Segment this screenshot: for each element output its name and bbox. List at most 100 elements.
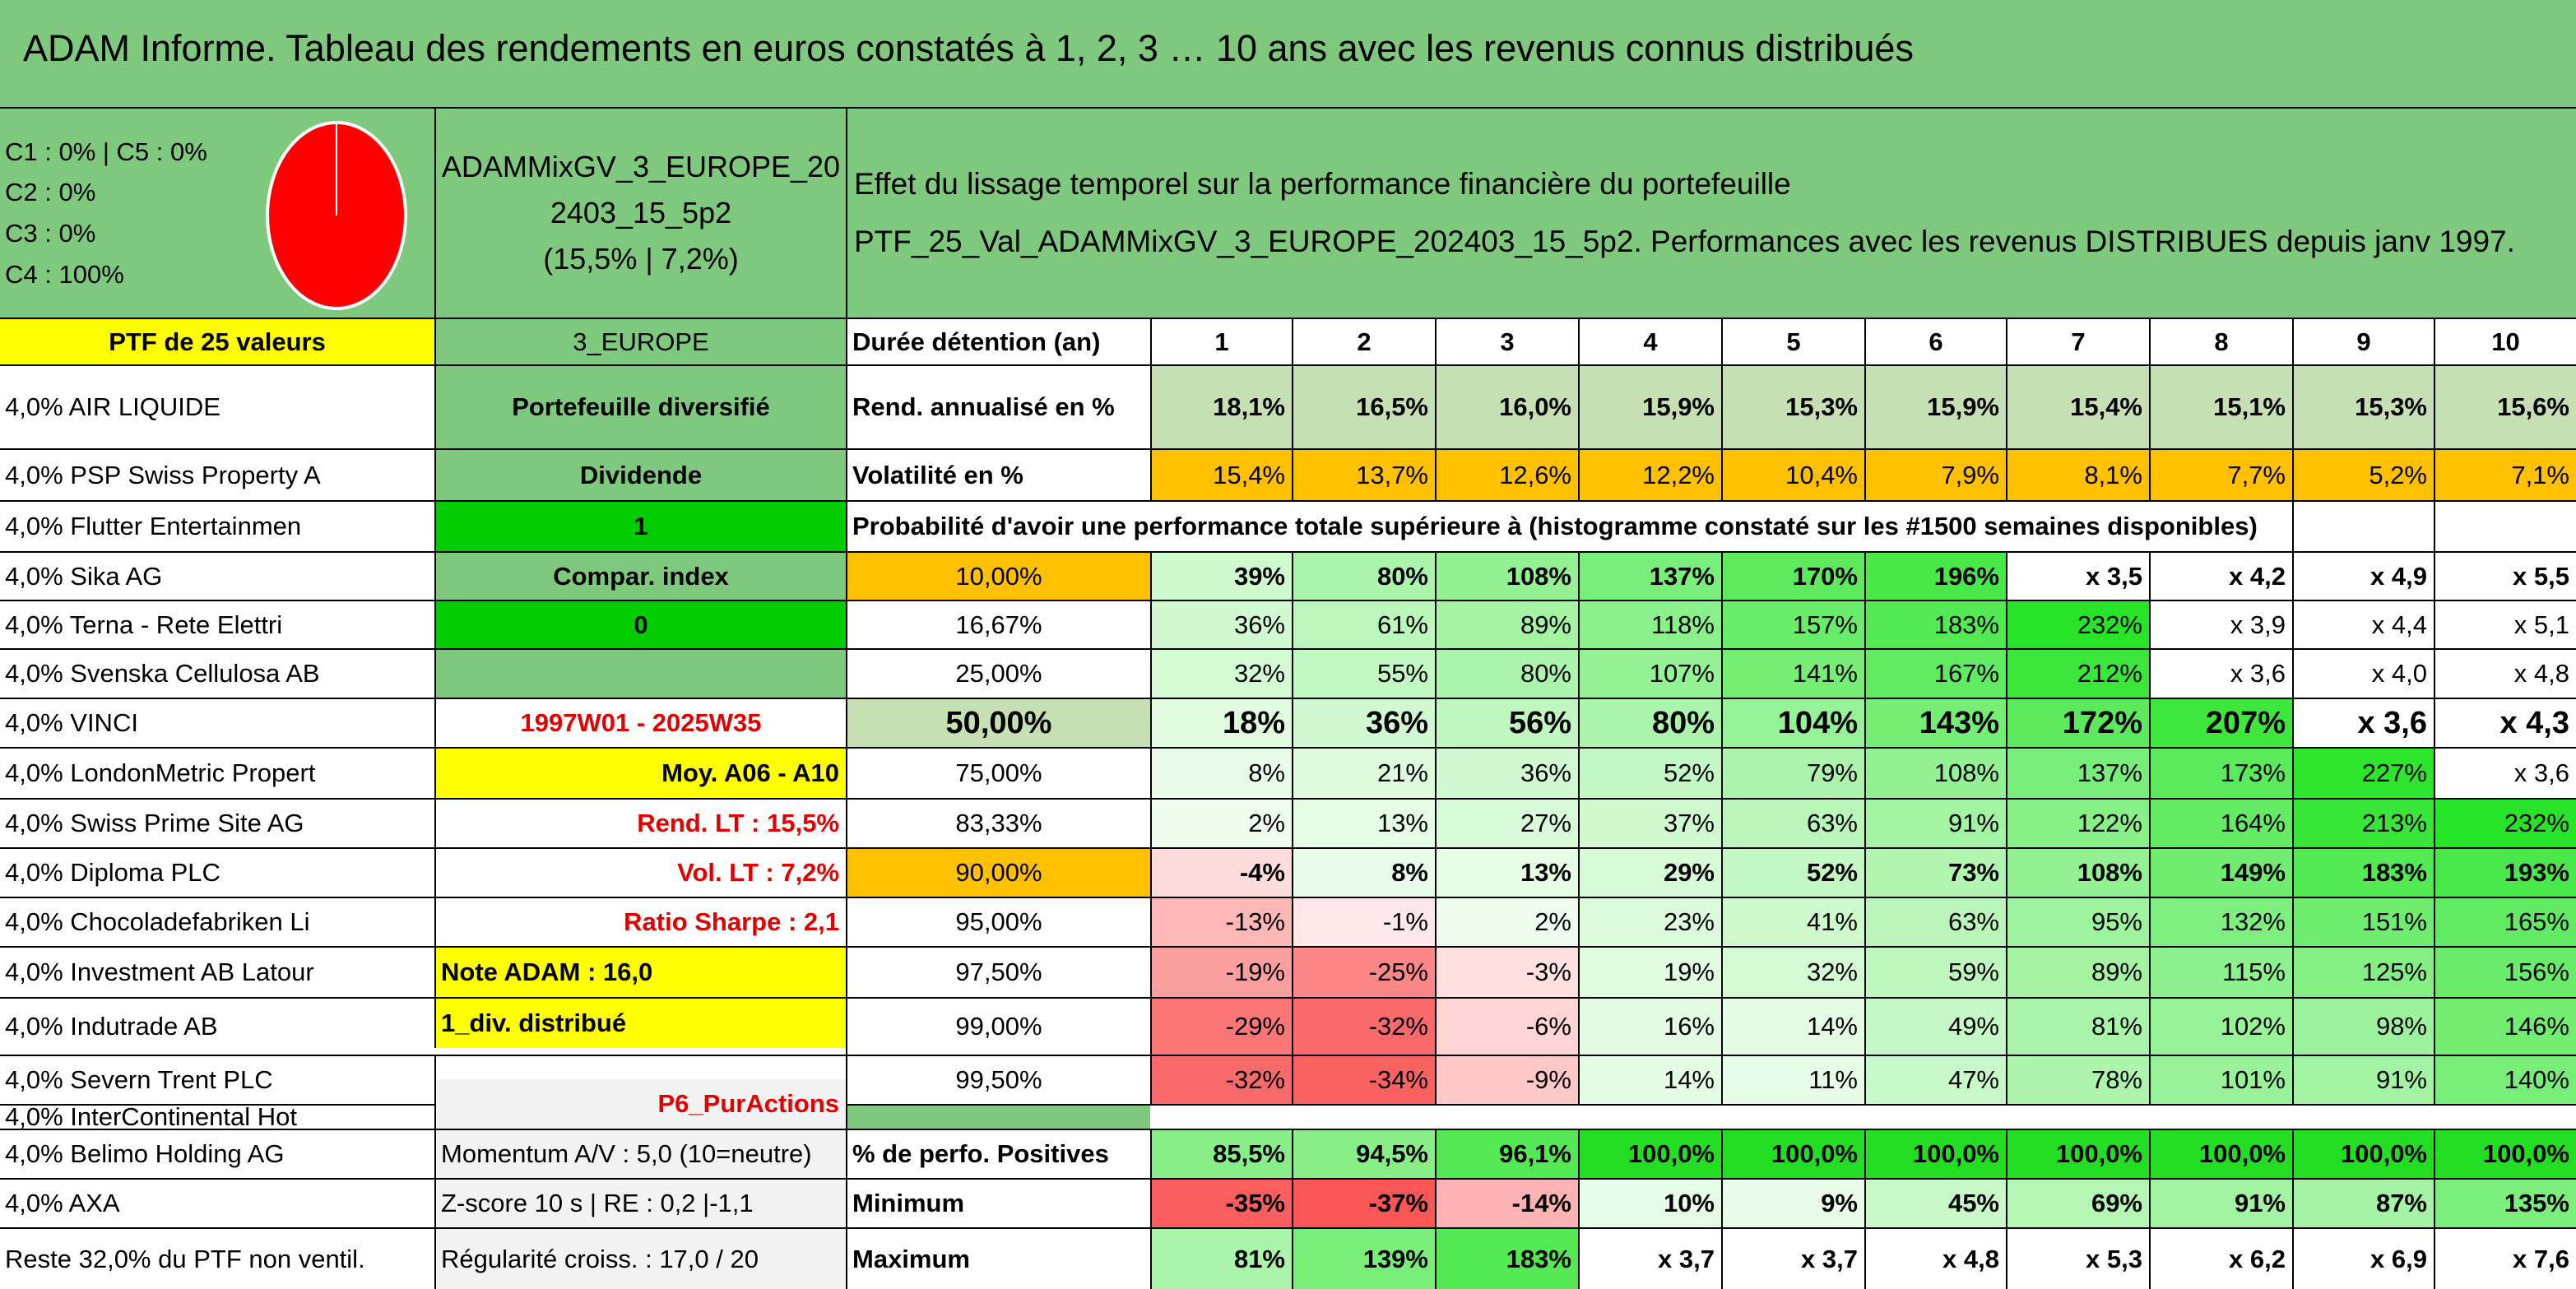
info-cell: 1_div. distribué [434, 997, 846, 1048]
vol-value: 15,4% [1150, 448, 1292, 500]
probability-value: 29% [1578, 847, 1721, 897]
probability-value: 2% [1435, 897, 1578, 946]
holding-row: 4,0% Indutrade AB [0, 997, 434, 1055]
rend-value: 15,3% [1721, 364, 1864, 448]
probability-value: x 4,3 [2434, 698, 2576, 747]
vol-label: Volatilité en % [846, 448, 1150, 500]
probability-value: 21% [1292, 747, 1435, 798]
rend-value: 15,4% [2006, 364, 2149, 448]
probability-value: -29% [1150, 997, 1292, 1055]
probability-value: x 4,8 [2434, 648, 2576, 698]
probability-value: 164% [2149, 798, 2292, 847]
vol-value: 13,7% [1292, 448, 1435, 500]
positives-value: 94,5% [1292, 1129, 1435, 1178]
probability-value: x 4,9 [2292, 551, 2434, 600]
probability-value: x 5,5 [2434, 551, 2576, 600]
year-header: 8 [2149, 318, 2292, 364]
maximum-value: 81% [1150, 1227, 1292, 1289]
blank-green-cell [846, 1104, 1150, 1129]
probability-value: 183% [2292, 847, 2434, 897]
probability-value: 137% [2006, 747, 2149, 798]
blank-cell [2292, 500, 2434, 551]
rend-label: Rend. annualisé en % [846, 364, 1150, 448]
rend-value: 16,5% [1292, 364, 1435, 448]
probability-value: 107% [1578, 648, 1721, 698]
year-header: 4 [1578, 318, 1721, 364]
probability-value: 89% [1435, 600, 1578, 648]
minimum-value: 91% [2149, 1178, 2292, 1227]
holding-row: 4,0% Chocoladefabriken Li [0, 897, 434, 946]
probability-value: 47% [1864, 1055, 2006, 1104]
probability-value: -19% [1150, 946, 1292, 997]
probability-value: 207% [2149, 698, 2292, 747]
probability-value: 213% [2292, 798, 2434, 847]
rend-value: 16,0% [1435, 364, 1578, 448]
probability-value: 122% [2006, 798, 2149, 847]
probability-value: 8% [1292, 847, 1435, 897]
probability-value: 32% [1721, 946, 1864, 997]
positives-value: 100,0% [2006, 1129, 2149, 1178]
positives-value: 100,0% [2292, 1129, 2434, 1178]
probability-value: 157% [1721, 600, 1864, 648]
positives-label: % de perfo. Positives [846, 1129, 1150, 1178]
probability-value: 108% [2006, 847, 2149, 897]
rend-value: 15,9% [1864, 364, 2006, 448]
info-cell: Rend. LT : 15,5% [434, 798, 846, 847]
year-header: 1 [1150, 318, 1292, 364]
probability-value: 132% [2149, 897, 2292, 946]
probability-value: x 4,0 [2292, 648, 2434, 698]
probability-value: x 4,4 [2292, 600, 2434, 648]
probability-value: 32% [1150, 648, 1292, 698]
minimum-value: 9% [1721, 1178, 1864, 1227]
probability-value: 104% [1721, 698, 1864, 747]
year-header: 9 [2292, 318, 2434, 364]
probability-value: 14% [1721, 997, 1864, 1055]
probability-value: 81% [2006, 997, 2149, 1055]
positives-value: 100,0% [1721, 1129, 1864, 1178]
probability-value: -1% [1292, 897, 1435, 946]
holding-row: 4,0% LondonMetric Propert [0, 747, 434, 798]
probability-value: 55% [1292, 648, 1435, 698]
vol-value: 10,4% [1721, 448, 1864, 500]
info-cell: Moy. A06 - A10 [434, 747, 846, 798]
minimum-value: -35% [1150, 1178, 1292, 1227]
probability-value: 172% [2006, 698, 2149, 747]
info-cell: 1997W01 - 2025W35 [434, 698, 846, 747]
probability-value: 149% [2149, 847, 2292, 897]
probability-threshold: 99,00% [846, 997, 1150, 1055]
probability-value: 39% [1150, 551, 1292, 600]
holding-row: 4,0% AXA [0, 1178, 434, 1227]
probability-value: 170% [1721, 551, 1864, 600]
probability-value: 14% [1578, 1055, 1721, 1104]
probability-value: 196% [1864, 551, 2006, 600]
minimum-value: 69% [2006, 1178, 2149, 1227]
ptf-label: PTF de 25 valeurs [0, 318, 434, 364]
maximum-label: Maximum [846, 1227, 1150, 1289]
minimum-value: 87% [2292, 1178, 2434, 1227]
probability-value: 95% [2006, 897, 2149, 946]
year-header: 5 [1721, 318, 1864, 364]
probability-value: 13% [1435, 847, 1578, 897]
probability-value: 143% [1864, 698, 2006, 747]
probability-value: 59% [1864, 946, 2006, 997]
probability-value: 19% [1578, 946, 1721, 997]
probability-value: 52% [1578, 747, 1721, 798]
vol-value: 5,2% [2292, 448, 2434, 500]
probability-threshold: 50,00% [846, 698, 1150, 747]
probability-value: x 3,6 [2434, 747, 2576, 798]
probability-value: 232% [2006, 600, 2149, 648]
probability-value: 41% [1721, 897, 1864, 946]
probability-value: 89% [2006, 946, 2149, 997]
probability-value: 101% [2149, 1055, 2292, 1104]
probability-value: -34% [1292, 1055, 1435, 1104]
rend-value: 15,6% [2434, 364, 2576, 448]
info-cell: Régularité croiss. : 17,0 / 20 [434, 1227, 846, 1289]
positives-value: 100,0% [2434, 1129, 2576, 1178]
probability-value: 173% [2149, 747, 2292, 798]
probability-value: x 5,1 [2434, 600, 2576, 648]
probability-value: 193% [2434, 847, 2576, 897]
vol-value: 7,9% [1864, 448, 2006, 500]
rend-value: 15,1% [2149, 364, 2292, 448]
probability-threshold: 97,50% [846, 946, 1150, 997]
